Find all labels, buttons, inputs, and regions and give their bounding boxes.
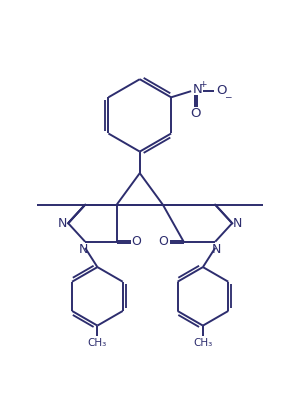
Text: O: O [216, 84, 226, 97]
Text: O: O [159, 235, 168, 248]
Text: N: N [212, 243, 222, 256]
Text: N: N [79, 243, 88, 256]
Text: O: O [132, 235, 142, 248]
Text: +: + [199, 81, 207, 89]
Text: −: − [224, 92, 231, 101]
Text: CH₃: CH₃ [88, 337, 107, 347]
Text: O: O [190, 107, 201, 120]
Text: N: N [233, 217, 242, 230]
Text: CH₃: CH₃ [193, 337, 212, 347]
Text: N: N [58, 217, 67, 230]
Text: N: N [193, 83, 202, 96]
